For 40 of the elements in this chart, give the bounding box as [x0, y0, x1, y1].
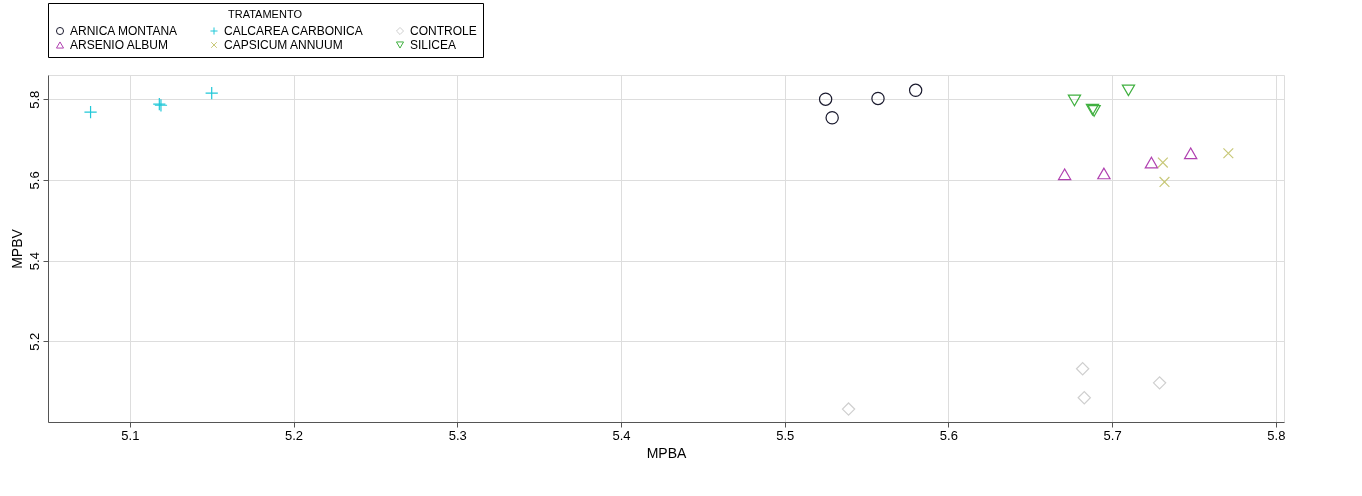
x-tick-label: 5.3: [448, 427, 467, 443]
x-tick-label: 5.4: [612, 427, 631, 443]
x-tick-label: 5.2: [285, 427, 304, 443]
legend-label: SILICEA: [410, 38, 457, 52]
point: [841, 402, 856, 416]
point: [1067, 94, 1082, 107]
point: [1077, 391, 1091, 405]
legend-title: TRATAMENTO: [228, 8, 303, 20]
point: [204, 86, 219, 100]
point: [1157, 157, 1169, 169]
x-tick-label: 5.6: [939, 427, 958, 443]
point: [83, 105, 98, 119]
point: [1057, 168, 1072, 181]
x-tick-label: 5.8: [1267, 427, 1286, 443]
y-tick-label: 5.6: [26, 171, 42, 190]
point: [1222, 147, 1234, 159]
legend-label: CONTROLE: [410, 24, 477, 38]
point: [818, 92, 833, 106]
point: [1075, 362, 1090, 376]
point: [1152, 376, 1167, 390]
x-tick-label: 5.7: [1103, 427, 1122, 443]
point: [1144, 156, 1159, 169]
point: [871, 91, 885, 106]
point: [825, 111, 839, 125]
legend-label: ARSENIO ALBUM: [70, 38, 169, 52]
point: [1121, 84, 1136, 97]
x-axis-title: MPBA: [646, 444, 687, 461]
point: [1097, 167, 1111, 180]
y-tick-label: 5.8: [26, 90, 42, 109]
point: [908, 83, 923, 98]
y-tick-label: 5.4: [26, 252, 42, 271]
x-tick-label: 5.1: [121, 427, 140, 443]
x-tick-label: 5.5: [776, 427, 795, 443]
point: [1158, 176, 1170, 188]
y-tick-label: 5.2: [26, 332, 42, 351]
legend-label: CAPSICUM ANNUUM: [224, 38, 343, 52]
y-axis-title: MPBV: [8, 228, 25, 269]
legend-label: CALCAREA CARBONICA: [224, 24, 363, 38]
point: [1183, 147, 1198, 160]
legend-label: ARNICA MONTANA: [70, 24, 178, 38]
